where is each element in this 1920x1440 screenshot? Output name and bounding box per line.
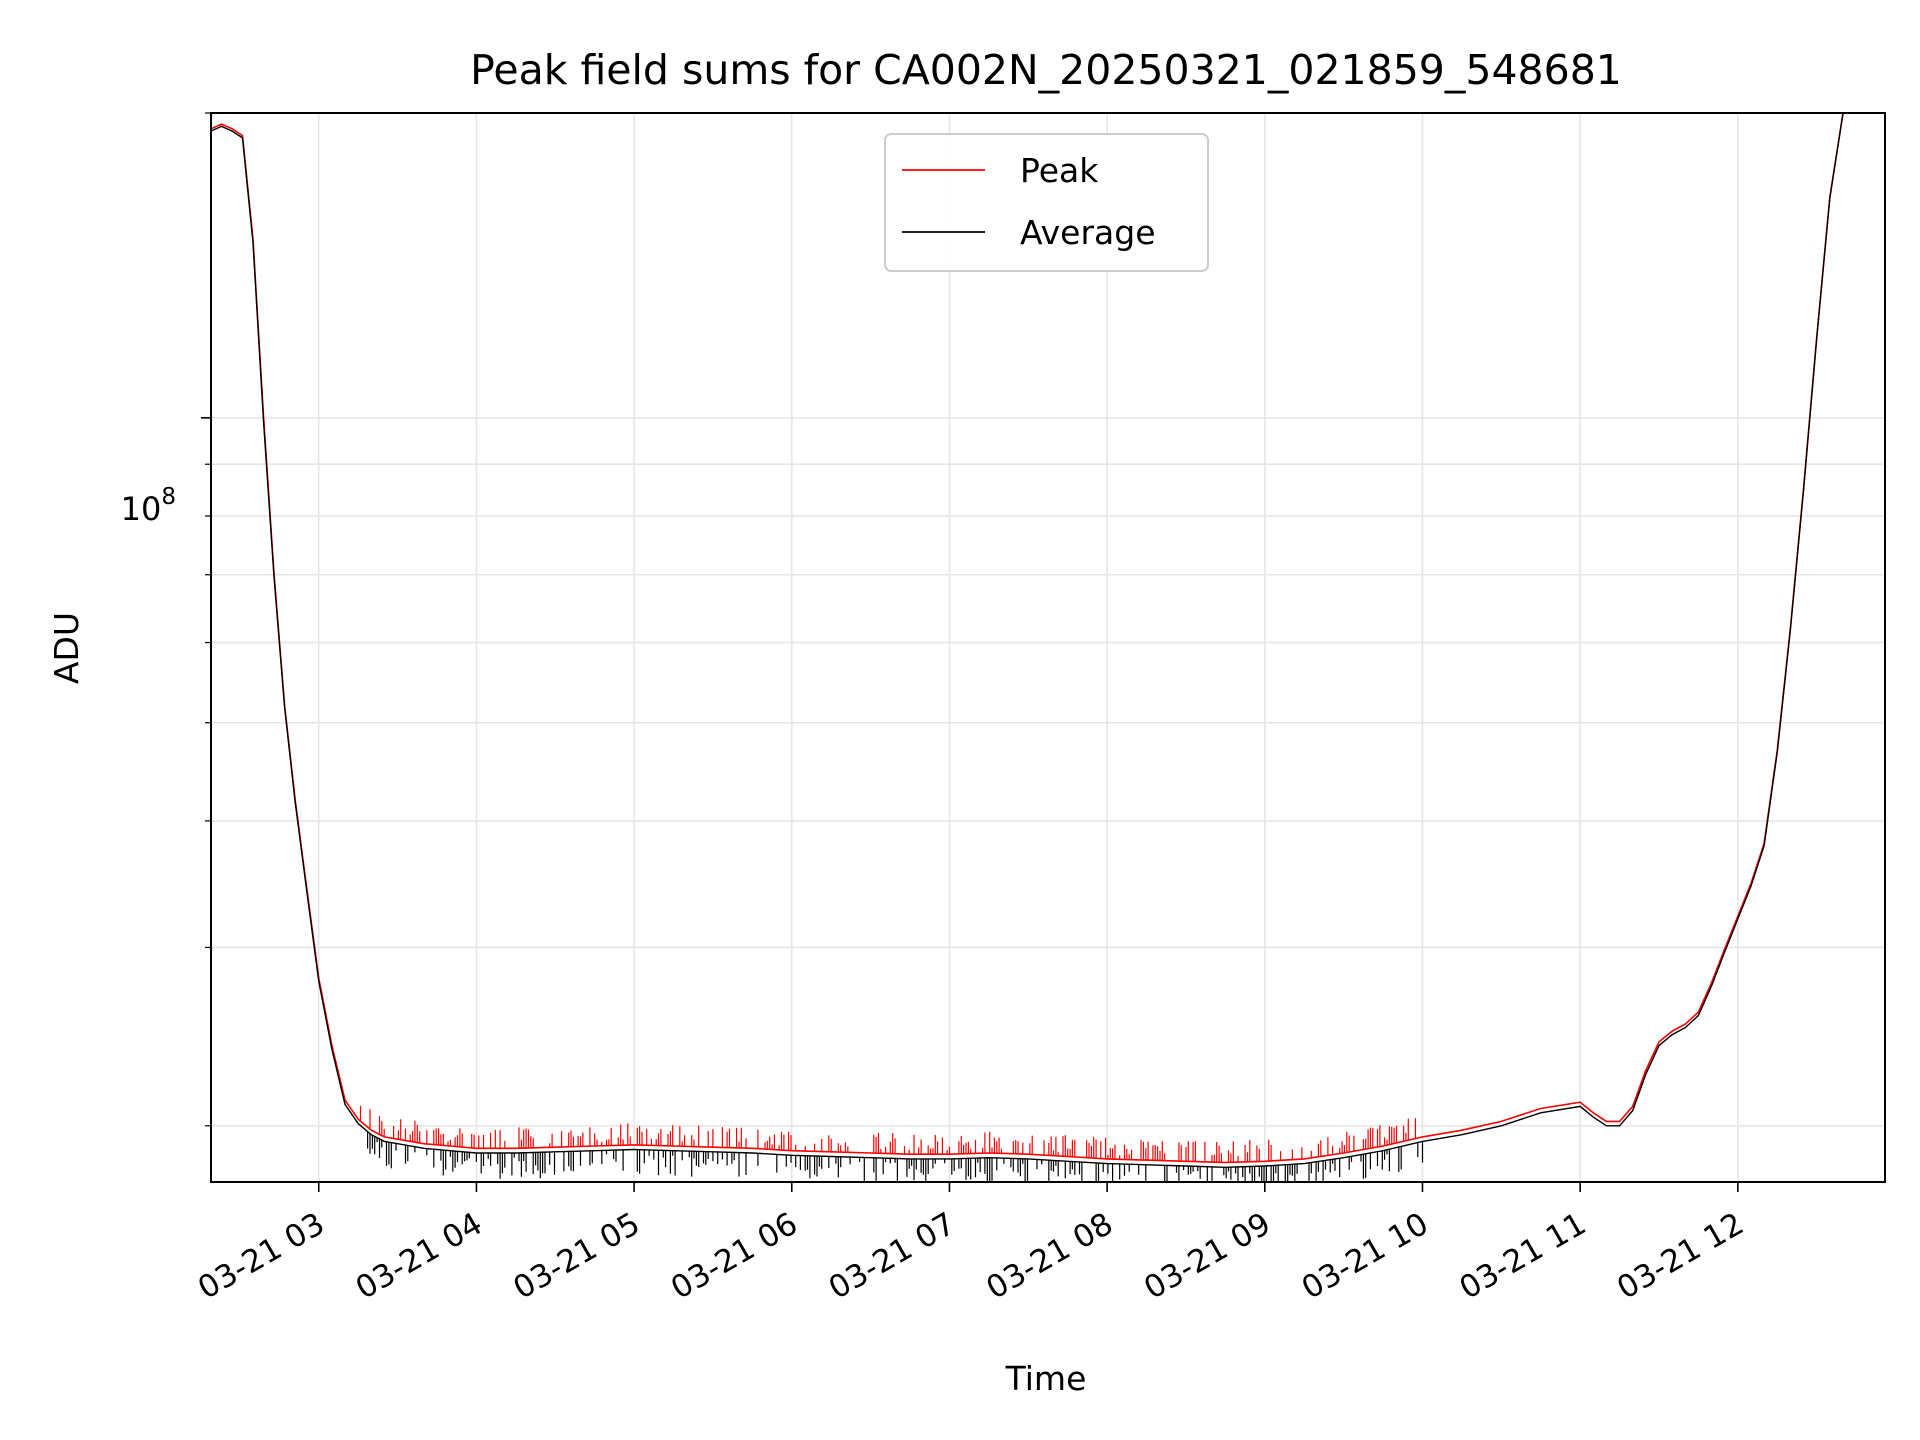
- series-average-spikes: [367, 1131, 1424, 1182]
- legend: Peak Average: [884, 133, 1209, 272]
- y-axis-label: ADU: [47, 612, 86, 684]
- series-peak-spikes: [359, 1105, 1416, 1163]
- legend-average-label: Average: [1020, 213, 1156, 252]
- plot-frame: [210, 112, 1886, 1183]
- series-peak-line: [211, 113, 1844, 1164]
- chart-title: Peak field sums for CA002N_20250321_0218…: [470, 46, 1622, 94]
- legend-box: [884, 133, 1209, 272]
- y-tick-base: 10: [121, 490, 162, 528]
- x-axis-label: Time: [1005, 1359, 1087, 1398]
- legend-peak-label: Peak: [1020, 151, 1099, 190]
- plot-lines: [211, 113, 1844, 1182]
- y-tick-exponent: 8: [161, 484, 176, 510]
- series-average-line: [211, 113, 1844, 1169]
- y-tick-label-major: 108: [121, 484, 176, 528]
